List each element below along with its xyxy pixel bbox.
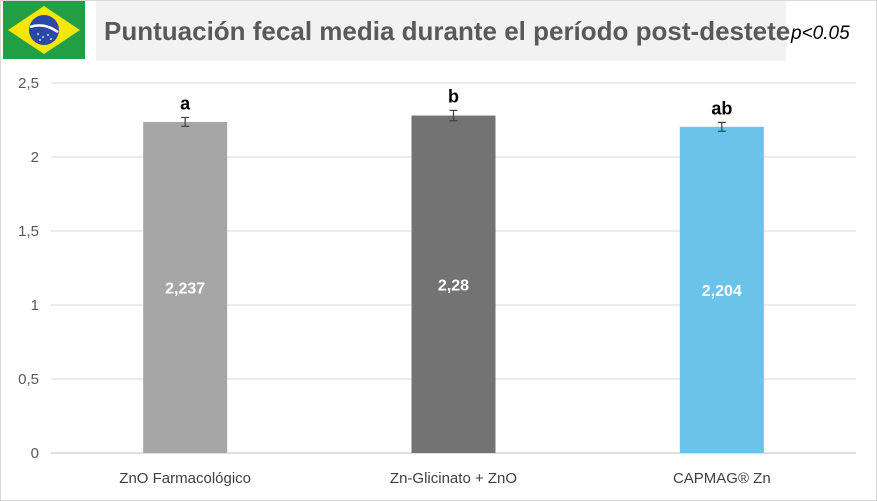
significance-label: ab (711, 98, 732, 118)
bar (679, 126, 764, 454)
chart-title: Puntuación fecal media durante el períod… (96, 1, 790, 61)
x-tick-label: ZnO Farmacológico (119, 470, 251, 487)
x-tick-label: Zn-Glicinato + ZnO (390, 470, 517, 487)
significance-label: b (448, 86, 459, 106)
y-tick-label: 2,5 (18, 75, 39, 92)
p-value-label: p<0.05 (791, 23, 850, 44)
x-tick-label: CAPMAG® Zn (673, 470, 771, 487)
bar (411, 115, 496, 453)
y-tick-label: 1,5 (18, 223, 39, 240)
brazil-flag-icon (3, 1, 85, 59)
data-label: 2,237 (165, 280, 205, 297)
y-tick-label: 0 (31, 445, 39, 462)
y-tick-label: 0,5 (18, 371, 39, 388)
bar (143, 121, 228, 453)
data-label: 2,204 (702, 283, 742, 300)
significance-label: a (180, 93, 191, 113)
y-tick-label: 2 (31, 149, 39, 166)
y-tick-label: 1 (31, 297, 39, 314)
data-label: 2,28 (438, 277, 469, 294)
